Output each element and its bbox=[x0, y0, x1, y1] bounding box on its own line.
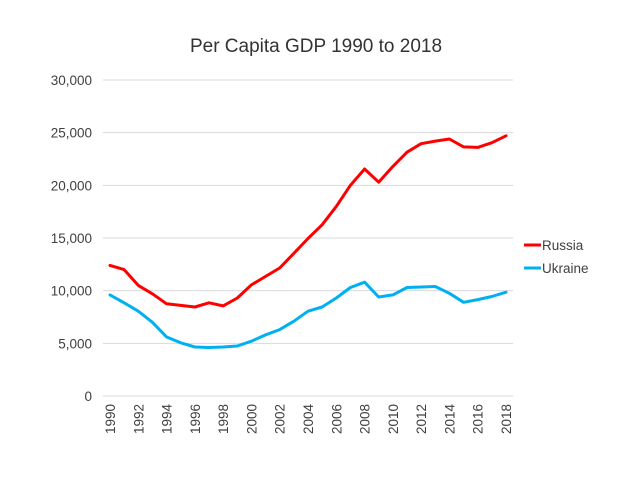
gridlines bbox=[103, 79, 513, 397]
x-tick-label: 1990 bbox=[103, 404, 118, 434]
y-tick-label: 5,000 bbox=[58, 336, 92, 351]
x-tick-label: 1992 bbox=[131, 404, 146, 434]
x-axis-ticks: 1990 1992 1994 1996 1998 2000 2002 2004 2006 2008… bbox=[103, 404, 514, 435]
x-tick-label: 1996 bbox=[188, 404, 203, 434]
x-tick-label: 2012 bbox=[414, 404, 429, 434]
x-tick-label: 2016 bbox=[471, 404, 486, 434]
x-tick-label: 2000 bbox=[244, 404, 259, 434]
legend: Russia Ukraine bbox=[524, 238, 589, 276]
x-tick-label: 2004 bbox=[301, 404, 316, 435]
legend-label-ukraine: Ukraine bbox=[542, 261, 589, 276]
series-lines bbox=[108, 134, 508, 349]
x-tick-label: 2010 bbox=[386, 404, 401, 434]
y-tick-label: 0 bbox=[84, 389, 92, 404]
y-tick-label: 25,000 bbox=[51, 126, 92, 141]
series-line-ukraine bbox=[108, 280, 508, 349]
y-tick-label: 20,000 bbox=[51, 178, 92, 193]
x-tick-label: 2002 bbox=[273, 404, 288, 434]
series-line-russia bbox=[108, 134, 508, 309]
y-tick-label: 10,000 bbox=[51, 284, 92, 299]
x-tick-label: 2008 bbox=[358, 404, 373, 434]
x-tick-label: 2018 bbox=[499, 404, 514, 434]
y-axis-ticks: 0 5,000 10,000 15,000 20,000 25,000 30,000 bbox=[51, 73, 92, 404]
legend-label-russia: Russia bbox=[542, 238, 584, 253]
x-tick-label: 2014 bbox=[442, 404, 457, 435]
x-tick-label: 2006 bbox=[329, 404, 344, 434]
chart-title: Per Capita GDP 1990 to 2018 bbox=[190, 36, 442, 57]
y-tick-label: 15,000 bbox=[51, 231, 92, 246]
x-tick-label: 1998 bbox=[216, 404, 231, 434]
x-tick-label: 1994 bbox=[160, 404, 175, 435]
y-tick-label: 30,000 bbox=[51, 73, 92, 88]
